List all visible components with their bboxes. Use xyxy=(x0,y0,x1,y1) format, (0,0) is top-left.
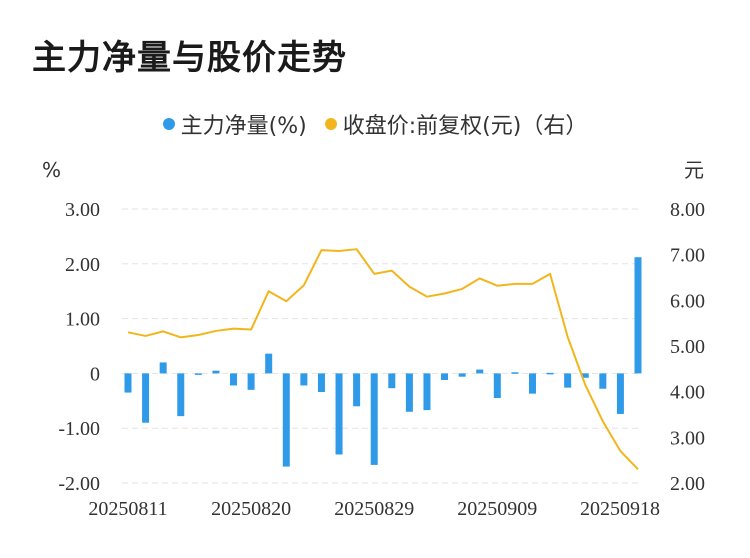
bar xyxy=(581,373,589,378)
legend-bar-dot xyxy=(162,118,175,130)
x-tick-label: 20250829 xyxy=(334,498,414,520)
bar xyxy=(511,372,519,374)
x-tick-label: 20250820 xyxy=(211,498,291,520)
y-right-tick-label: 8.00 xyxy=(670,199,705,221)
bar xyxy=(247,373,255,390)
legend-item-bar[interactable]: 主力净量(%) xyxy=(162,108,307,140)
price-line xyxy=(127,248,639,470)
bar xyxy=(634,257,642,374)
y-right-unit: 元 xyxy=(684,158,704,182)
y-left-tick-label: 1.00 xyxy=(65,309,100,331)
legend-line-label: 收盘价:前复权(元)（右） xyxy=(342,114,588,139)
bar xyxy=(441,373,449,380)
legend-line-dot xyxy=(324,118,337,130)
y-left-unit: % xyxy=(42,158,61,182)
legend-item-line[interactable]: 收盘价:前复权(元)（右） xyxy=(324,108,588,140)
bar xyxy=(212,370,220,374)
bar xyxy=(388,373,396,389)
y-right-tick-label: 3.00 xyxy=(670,427,705,449)
y-right-tick-label: 7.00 xyxy=(670,245,705,267)
bar xyxy=(370,373,378,465)
y-left-tick-label: 2.00 xyxy=(65,254,100,276)
bar xyxy=(124,373,132,393)
bar xyxy=(616,373,624,414)
y-right-tick-label: 6.00 xyxy=(670,290,705,312)
y-left-tick-label: 3.00 xyxy=(65,199,100,221)
x-tick-label: 20250909 xyxy=(457,498,537,520)
chart-title: 主力净量与股价走势 xyxy=(32,38,347,78)
bar xyxy=(159,362,167,374)
y-right-tick-label: 5.00 xyxy=(670,336,705,358)
bar xyxy=(194,373,202,375)
y-right-tick-label: 4.00 xyxy=(670,382,705,404)
bar xyxy=(599,373,607,389)
bar xyxy=(458,373,466,377)
legend: 主力净量(%) 收盘价:前复权(元)（右） xyxy=(0,108,750,140)
bar xyxy=(230,373,238,386)
y-left-tick-label: -1.00 xyxy=(58,418,100,440)
bar xyxy=(177,373,185,417)
bar xyxy=(405,373,413,412)
bar xyxy=(476,369,484,374)
bar xyxy=(423,373,431,411)
x-tick-label: 20250811 xyxy=(88,498,167,520)
y-left-tick-label: -2.00 xyxy=(58,473,100,495)
bar xyxy=(265,353,273,374)
bar xyxy=(353,373,361,407)
bar xyxy=(317,373,325,393)
bar xyxy=(142,373,150,423)
bar xyxy=(282,373,290,467)
bar xyxy=(546,372,554,375)
legend-bar-label: 主力净量(%) xyxy=(180,114,307,139)
x-tick-label: 20250918 xyxy=(580,498,660,520)
y-right-tick-label: 2.00 xyxy=(670,473,705,495)
y-left-tick-label: 0 xyxy=(90,363,100,385)
bar xyxy=(564,373,572,388)
bar xyxy=(528,373,536,394)
bar xyxy=(300,373,308,386)
bar xyxy=(493,373,501,399)
bar xyxy=(335,373,343,455)
